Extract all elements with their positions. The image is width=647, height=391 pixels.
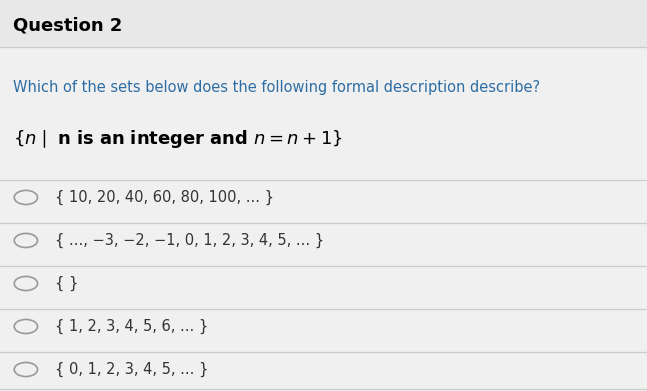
Text: { ..., −3, −2, −1, 0, 1, 2, 3, 4, 5, ... }: { ..., −3, −2, −1, 0, 1, 2, 3, 4, 5, ...… bbox=[55, 233, 324, 248]
Text: Which of the sets below does the following formal description describe?: Which of the sets below does the followi… bbox=[13, 81, 540, 95]
Text: $\{n\mid\ \mathbf{n\ is\ an\ integer\ and\ }\mathit{n} = \mathit{n} + 1\}$: $\{n\mid\ \mathbf{n\ is\ an\ integer\ an… bbox=[13, 128, 343, 150]
Text: { 10, 20, 40, 60, 80, 100, ... }: { 10, 20, 40, 60, 80, 100, ... } bbox=[55, 190, 274, 205]
Text: Question 2: Question 2 bbox=[13, 16, 122, 34]
FancyBboxPatch shape bbox=[0, 0, 647, 47]
Text: { 0, 1, 2, 3, 4, 5, ... }: { 0, 1, 2, 3, 4, 5, ... } bbox=[55, 362, 208, 377]
Text: { }: { } bbox=[55, 276, 78, 291]
Text: { 1, 2, 3, 4, 5, 6, ... }: { 1, 2, 3, 4, 5, 6, ... } bbox=[55, 319, 208, 334]
